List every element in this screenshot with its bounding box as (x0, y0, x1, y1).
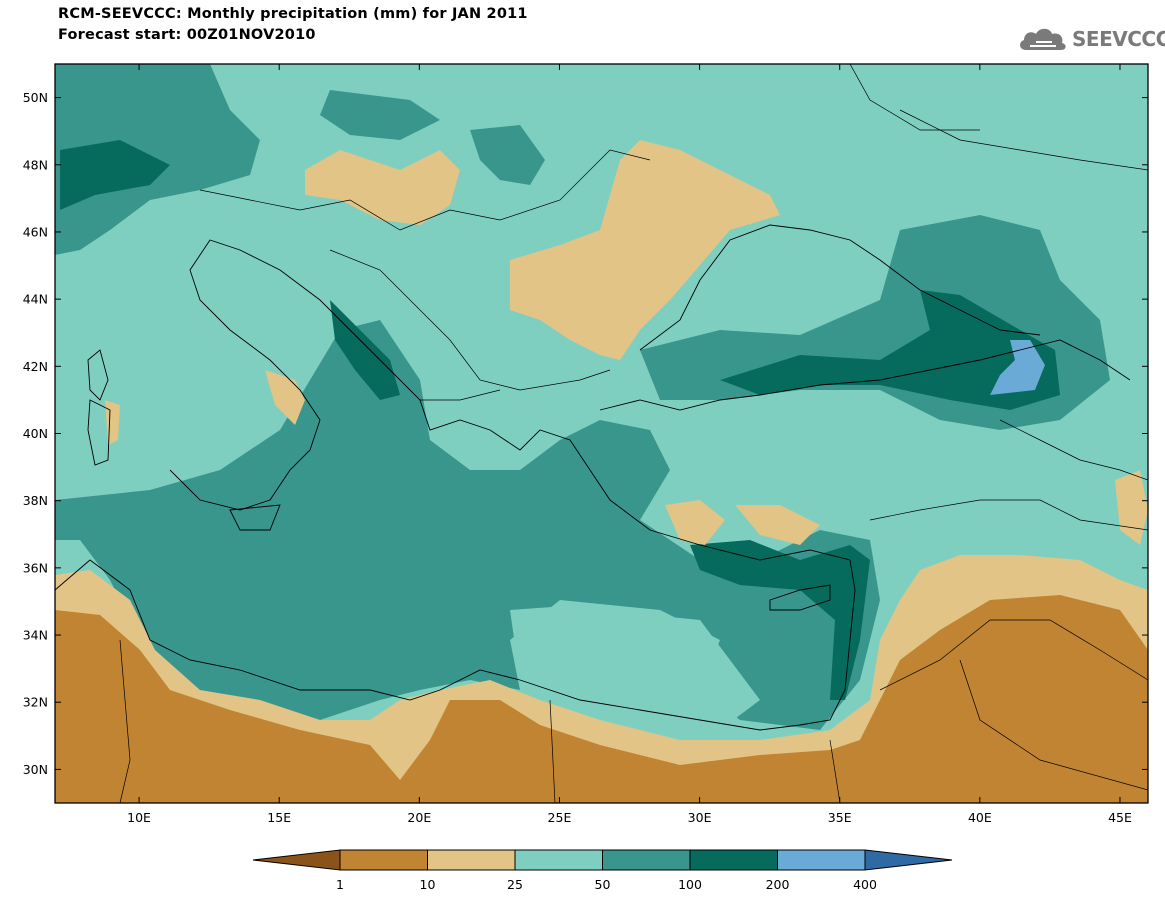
colorbar-label: 1 (336, 877, 344, 892)
colorbar-label: 100 (678, 877, 702, 892)
colorbar-label: 200 (766, 877, 790, 892)
colorbar: 1 10 25 50 100 200 400 (252, 849, 953, 892)
field-50-100-carpathian (470, 125, 545, 185)
field-25-50-inner (510, 605, 760, 730)
field-100-200-levant (690, 540, 870, 700)
field-1-10-africa (55, 595, 1148, 803)
lat-label: 40N (23, 426, 48, 441)
coastlines (55, 224, 1131, 731)
colorbar-bin (514, 849, 603, 871)
colorbar-label: 25 (507, 877, 523, 892)
colorbar-label: 50 (595, 877, 611, 892)
borders (119, 64, 1148, 803)
lat-label: 32N (23, 695, 48, 710)
lon-label: 20E (407, 810, 431, 825)
field-10-25-italy (265, 370, 305, 425)
colorbar-bin (602, 849, 691, 871)
map-title: RCM-SEEVCCC: Monthly precipitation (mm) … (58, 6, 528, 22)
field-100-200-caucasus (720, 290, 1060, 410)
colorbar-label: 400 (853, 877, 877, 892)
lat-label: 38N (23, 493, 48, 508)
lat-label: 48N (23, 157, 48, 172)
lon-label: 25E (548, 810, 572, 825)
lon-label: 40E (968, 810, 992, 825)
lon-label: 15E (267, 810, 291, 825)
field-200-400-caucasus (990, 340, 1045, 395)
longitude-axis: 10E 15E 20E 25E 30E 35E 40E 45E (127, 64, 1132, 825)
field-100-200-adriatic (330, 300, 400, 400)
field-50-100-n (320, 90, 440, 140)
colorbar-high-arrow (864, 849, 953, 871)
lat-label: 50N (23, 90, 48, 105)
colorbar-bin (689, 849, 778, 871)
lat-label: 30N (23, 762, 48, 777)
lat-label: 34N (23, 628, 48, 643)
map-subtitle: Forecast start: 00Z01NOV2010 (58, 27, 316, 43)
colorbar-low-arrow (252, 849, 341, 871)
lon-label: 45E (1108, 810, 1132, 825)
lat-label: 36N (23, 560, 48, 575)
colorbar-bin (427, 849, 516, 871)
logo-text: SEEVCCC (1072, 27, 1165, 51)
precip-fields (55, 64, 1148, 803)
cloud-icon (1020, 28, 1066, 50)
field-10-25-romania (510, 140, 780, 360)
field-10-25-turkey (665, 500, 725, 545)
lon-label: 35E (828, 810, 852, 825)
lat-label: 42N (23, 359, 48, 374)
colorbar-label: 10 (420, 877, 436, 892)
field-100-200-alps (60, 140, 170, 210)
field-10-25-hungary (305, 150, 460, 225)
colorbar-bin (339, 849, 428, 871)
lon-label: 30E (688, 810, 712, 825)
lat-label: 44N (23, 292, 48, 307)
seevccc-logo: SEEVCCC (1016, 23, 1165, 55)
field-10-25-turkey2 (735, 505, 820, 545)
lat-label: 46N (23, 224, 48, 239)
colorbar-bin (777, 849, 866, 871)
field-50-100-med (55, 320, 880, 730)
lon-label: 10E (127, 810, 151, 825)
latitude-axis: 50N 48N 46N 44N 42N 40N 38N 36N 34N 32N 30N (23, 90, 1148, 777)
